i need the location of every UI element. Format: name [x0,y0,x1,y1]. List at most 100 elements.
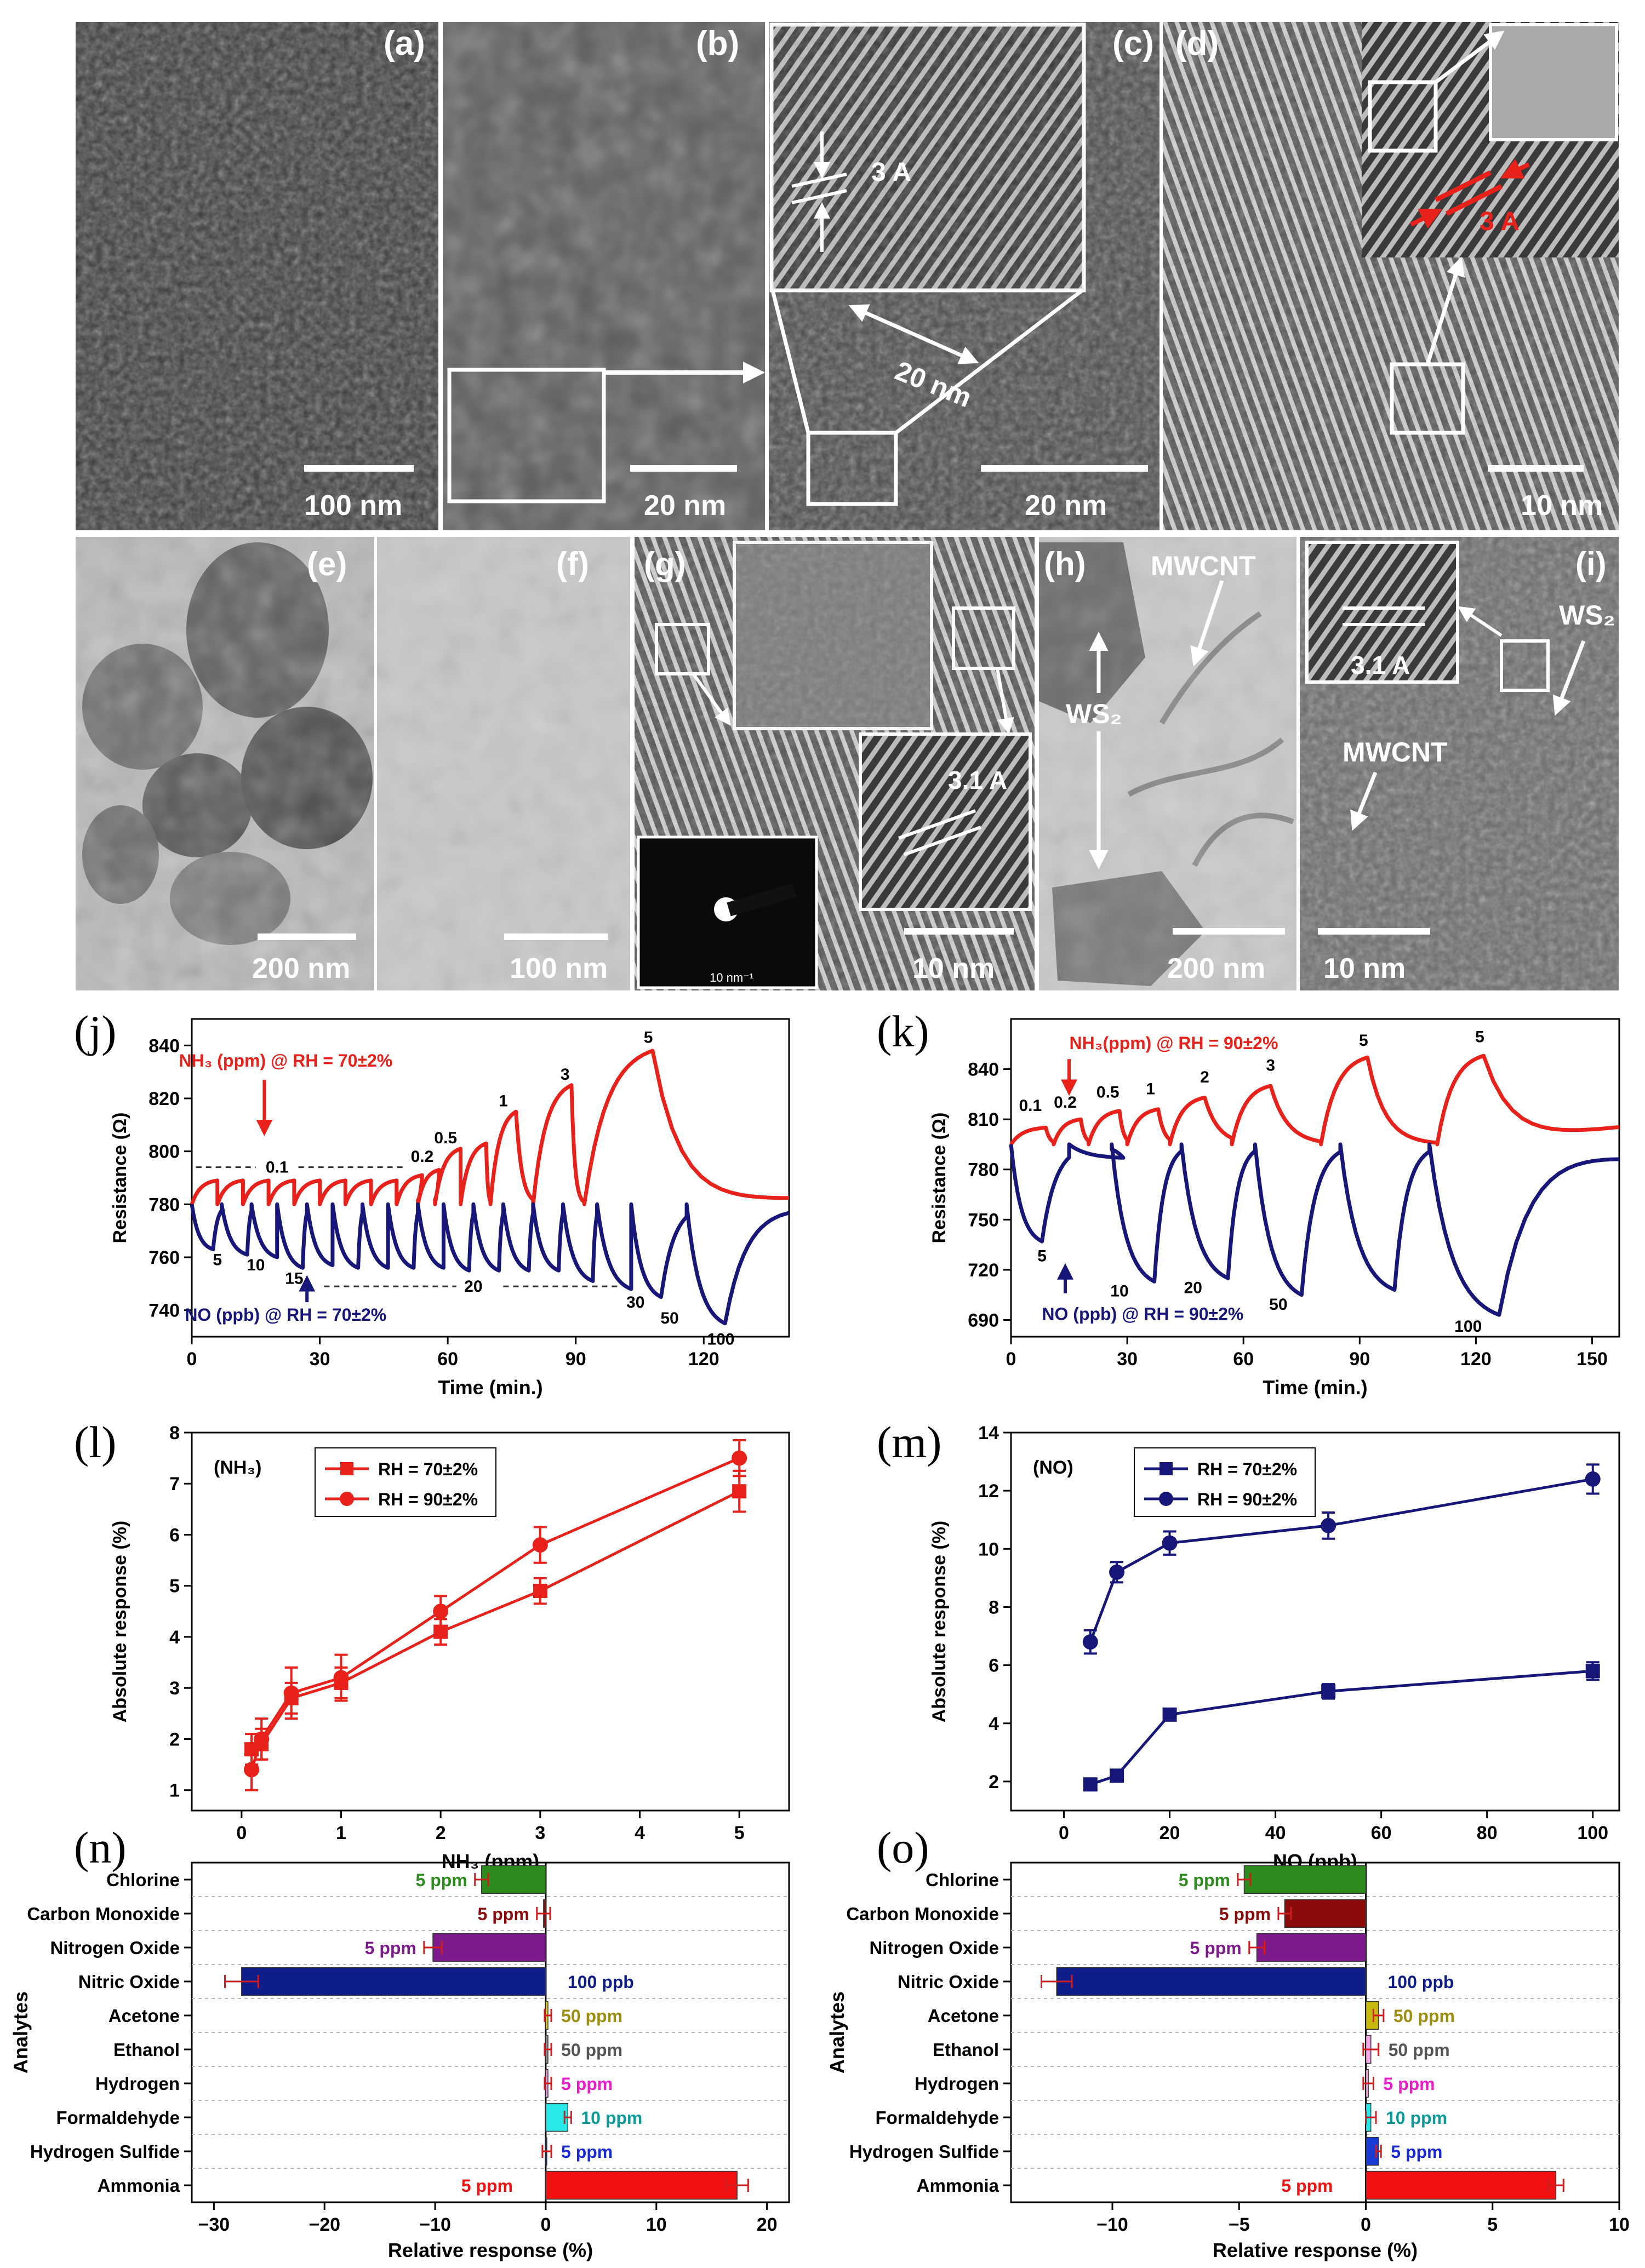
micrograph-b-label: (b) [696,25,739,62]
chart-j-conc-label: 100 [707,1331,734,1349]
chart-j-ytick-label: 800 [148,1142,180,1162]
micrograph-f-label: (f) [556,546,589,582]
chart-m-yaxis-title: Absolute response (%) [929,1521,950,1722]
micrograph-e: (e) 200 nm [76,537,374,990]
chart-j-ytick-label: 740 [148,1301,180,1321]
chart-j-xtick-label: 60 [437,1349,458,1370]
chart-n-category-label: Formaldehyde [56,2107,180,2128]
chart-k-conc-label: 1 [1146,1080,1155,1098]
chart-m-ytick-label: 14 [978,1423,999,1444]
chart-l-xtick-label: 5 [734,1823,745,1843]
chart-o-data-label: 50 ppm [1393,2006,1455,2026]
chart-k-conc-label: 0.5 [1096,1083,1119,1101]
micrograph-b-scale-label: 20 nm [644,490,726,522]
chart-m-legend-marker [1160,1462,1173,1475]
chart-o-bar [1284,1899,1367,1928]
chart-m-panel-label: (m) [877,1417,941,1467]
chart-m-series-rh70-point [1162,1707,1177,1722]
micrograph-g-lattice-spacing: 3.1 A [948,766,1007,794]
chart-o-category-label: Hydrogen Sulfide [849,2141,999,2162]
chart-m-series-rh70-point [1110,1768,1124,1783]
chart-n-yaxis-title: Analytes [9,1991,32,2074]
chart-l-series-rh70-line [250,1490,740,1751]
chart-l-series-rh90-point [433,1603,449,1619]
chart-o-category-label: Chlorine [926,1870,999,1890]
chart-k-series-no-line [1009,1142,1620,1317]
chart-j-conc-label: 3 [561,1066,570,1084]
chart-o-data-label: 10 ppm [1386,2108,1447,2128]
chart-o-bar [1365,2170,1557,2200]
micrograph-d-label: (d) [1175,25,1219,62]
micrograph-b-roi-box [447,368,606,503]
chart-j-conc-label: 1 [499,1092,508,1110]
chart-j-nh3-legend: NH₃ (ppm) @ RH = 70±2% [179,1051,392,1070]
chart-l-series-rh90-point [333,1670,349,1686]
chart-l-yaxis-title: Absolute response (%) [110,1521,130,1722]
chart-j-ytick-label: 820 [148,1089,180,1109]
chart-o-data-label: 50 ppm [1389,2040,1450,2060]
chart-j-conc-label: 15 [285,1269,303,1287]
chart-k-conc-label: 50 [1269,1296,1287,1314]
chart-o-data-label: 5 ppm [1383,2074,1435,2094]
chart-m-legend-label: RH = 90±2% [1197,1490,1297,1509]
chart-m-xtick-label: 60 [1371,1823,1392,1843]
chart-l-xtick-label: 3 [535,1823,545,1843]
chart-k-conc-label: 10 [1110,1282,1128,1301]
micrograph-d-scale-label: 10 nm [1521,490,1603,522]
chart-m-series-rh70-point [1321,1684,1336,1699]
chart-k-xtick-label: 30 [1117,1349,1138,1370]
chart-n-xtick-label: −20 [309,2214,340,2235]
micrograph-a: (a) 100 nm [76,22,438,530]
chart-m-xtick-label: 40 [1265,1823,1286,1843]
chart-k-xtick-label: 60 [1233,1349,1254,1370]
chart-o-data-label: 5 ppm [1179,1870,1230,1890]
chart-n-data-label: 5 ppm [478,1904,529,1924]
micrograph-d-inset-zoom [1489,23,1618,141]
micrograph-i-label: (i) [1575,546,1607,582]
chart-o-xtick-label: −5 [1229,2214,1250,2235]
chart-o-category-label: Nitrogen Oxide [869,1938,999,1958]
chart-o-xtick-label: 0 [1361,2214,1371,2235]
chart-j-conc-label: 5 [644,1029,653,1047]
chart-k-yaxis-title: Resistance (Ω) [929,1113,950,1244]
chart-j-series-nh3-line [190,1049,790,1206]
chart-k-series-nh3-line [1009,1053,1620,1147]
chart-m-series-rh70-point [1585,1664,1600,1679]
chart-n-xtick-label: 10 [646,2214,667,2235]
chart-n-data-label: 5 ppm [365,1938,416,1958]
chart-k-conc-label: 0.2 [1054,1093,1077,1112]
chart-n-xtick-label: −30 [198,2214,230,2235]
chart-m-plot-frame [1010,1431,1620,1812]
micrograph-g-scale-label: 10 nm [912,953,995,984]
chart-n-category-label: Hydrogen [95,2074,180,2094]
chart-m-tag: (NO) [1033,1457,1073,1478]
chart-j-conc-label: 20 [464,1278,482,1296]
chart-n-category-label: Ethanol [113,2040,180,2060]
chart-j-ytick-label: 780 [148,1194,180,1215]
chart-l-legend-marker [340,1492,354,1506]
chart-o-xtick-label: 10 [1609,2214,1630,2235]
chart-j-xtick-label: 90 [566,1349,586,1370]
chart-m-legend-marker [1159,1492,1173,1506]
chart-n-data-label: 50 ppm [561,2006,622,2026]
chart-l-legend-marker [340,1462,353,1475]
chart-m-series-rh90-point [1109,1564,1125,1580]
chart-k-ytick-label: 810 [968,1109,999,1130]
chart-k-no-legend: NO (ppb) @ RH = 90±2% [1042,1304,1243,1324]
chart-l-ytick-label: 2 [169,1729,180,1750]
chart-j-conc-label: 0.2 [411,1148,434,1166]
chart-n-xtick-label: −10 [419,2214,451,2235]
chart-l-series-rh90-point [532,1537,548,1553]
chart-l-plot-frame [191,1431,790,1812]
micrograph-c-scale-label: 20 nm [1025,490,1107,522]
chart-l-ytick-label: 8 [169,1423,180,1444]
chart-j-ytick-label: 840 [148,1035,180,1056]
chart-n-category-label: Nitrogen Oxide [50,1938,180,1958]
chart-l-series-rh90-point [244,1762,259,1778]
chart-k-ytick-label: 720 [968,1260,999,1281]
micrograph-d-lattice-spacing: 3 A [1480,207,1520,236]
chart-j-conc-label: 30 [626,1293,644,1311]
chart-n-category-label: Nitric Oxide [78,1972,180,1992]
chart-n-xtick-label: 0 [540,2214,551,2235]
chart-n-category-label: Chlorine [106,1870,180,1890]
